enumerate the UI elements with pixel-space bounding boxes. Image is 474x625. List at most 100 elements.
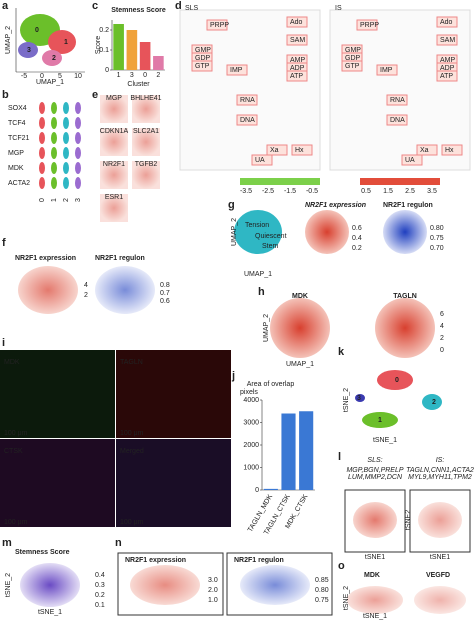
scale-label: 0.80	[430, 225, 444, 232]
tsne-l-is-dots	[418, 502, 462, 538]
scale-label: 0.6	[160, 298, 170, 305]
y-tick-label: 1000	[243, 464, 259, 471]
node-label: SAM	[440, 37, 455, 44]
umap-g	[234, 210, 282, 254]
axis-label: tSNE2	[405, 510, 412, 530]
image-label: CTSK	[4, 448, 23, 455]
gene-list: TAGLN,CNN1,ACTA2 MYL9,MYH11,TPM2	[406, 467, 474, 481]
node-label: GMP	[195, 47, 211, 54]
node-label: Xa	[420, 147, 429, 154]
panel-letter: c	[92, 0, 98, 12]
y-tick-label: 0	[105, 67, 109, 74]
scalebar-label: 100 μm	[4, 519, 28, 526]
node-label: Ado	[290, 19, 303, 26]
bar	[299, 411, 314, 490]
violin	[39, 117, 45, 129]
node-box	[266, 144, 288, 156]
scale-label: 3.5	[427, 188, 437, 195]
scale-label: 0	[440, 347, 444, 354]
group-title: SLS:	[367, 457, 382, 464]
scale-label: 0.2	[352, 245, 362, 252]
gene-label: SOX4	[8, 105, 27, 112]
scale-label: 1.5	[383, 188, 393, 195]
node-box	[416, 144, 438, 156]
gene-label: ESR1	[105, 194, 123, 201]
umap-a	[15, 8, 85, 73]
panel-letter: g	[228, 199, 235, 211]
panel-letter: j	[231, 370, 235, 382]
image-ctsk	[0, 439, 115, 527]
umap-f-expr	[18, 266, 78, 314]
cluster-label: 3	[357, 395, 361, 402]
tsne-m	[20, 563, 80, 607]
chart-title: Stemness Score	[111, 7, 166, 14]
x-tick-label: 3	[130, 72, 134, 79]
image-mdk	[0, 350, 115, 438]
x-tick-label: 1	[51, 198, 58, 202]
axis-label: pixels	[240, 389, 258, 396]
y-tick-label: 2000	[243, 442, 259, 449]
node-box	[441, 144, 463, 156]
panel-letter: h	[258, 286, 265, 298]
violin	[39, 132, 45, 144]
x-tick-label: 5	[58, 73, 62, 80]
violin	[75, 117, 81, 129]
panel-title: NR2F1 regulon	[95, 255, 145, 262]
scale-label: 0.5	[361, 188, 371, 195]
gene-label: TGFB2	[135, 161, 158, 168]
x-tick-label: 1	[117, 72, 121, 79]
y-tick-label: 3000	[243, 419, 259, 426]
node-box	[291, 144, 313, 156]
node-box	[386, 114, 408, 126]
node-box	[401, 154, 423, 166]
umap-h-mdk	[270, 298, 330, 358]
cluster-label: 0	[395, 377, 399, 384]
x-tick-label: 0	[143, 72, 147, 79]
umap-h-tagln	[375, 298, 435, 358]
cluster-label: Stem	[262, 243, 279, 250]
gene-label: TCF21	[8, 135, 30, 142]
gene-label: CDKN1A	[100, 128, 129, 135]
panel-letter: o	[338, 560, 345, 572]
axis-label: UMAP_1	[286, 361, 314, 368]
violin	[75, 132, 81, 144]
node-label: Hx	[445, 147, 454, 154]
violin	[63, 102, 69, 114]
violin	[63, 162, 69, 174]
bar	[281, 413, 296, 490]
violin	[39, 177, 45, 189]
gene-label: MGP	[8, 150, 24, 157]
scale-label: 4	[84, 282, 88, 289]
scale-label: -0.5	[306, 188, 318, 195]
node-label: GMP	[345, 47, 361, 54]
cluster-label: Tension	[245, 222, 269, 229]
panel-letter: a	[2, 0, 9, 12]
node-box	[236, 114, 258, 126]
tsne-n-expr-dots	[130, 565, 200, 605]
gene-list: MGP,BGN,PRELP LUM,MMP2,DCN	[346, 467, 403, 481]
node-box	[436, 70, 458, 82]
node-label: ADP	[290, 65, 305, 72]
node-label: UA	[405, 157, 415, 164]
gene-label: BHLHE41	[130, 95, 161, 102]
violin	[39, 147, 45, 159]
node-label: ATP	[440, 73, 453, 80]
violin	[63, 177, 69, 189]
scale-label: 2	[84, 292, 88, 299]
axis-label: Cluster	[127, 81, 150, 88]
axis-label: UMAP_1	[244, 271, 272, 278]
tsne-k	[355, 370, 442, 428]
panel-title: TAGLN	[393, 293, 417, 300]
scale-label: -2.5	[262, 188, 274, 195]
axis-label: tSNE_2	[343, 388, 350, 412]
image-label: Merged	[120, 448, 144, 455]
y-tick-label: 4000	[243, 397, 259, 404]
node-box	[386, 94, 408, 106]
image-label: MDK	[4, 359, 20, 366]
panel-letter: m	[2, 537, 12, 549]
gene-label: MGP	[106, 95, 122, 102]
y-tick-label: 0.1	[99, 47, 109, 54]
node-label: AMP	[290, 57, 306, 64]
scale-label: 2.5	[405, 188, 415, 195]
scale-label: 0.7	[160, 290, 170, 297]
